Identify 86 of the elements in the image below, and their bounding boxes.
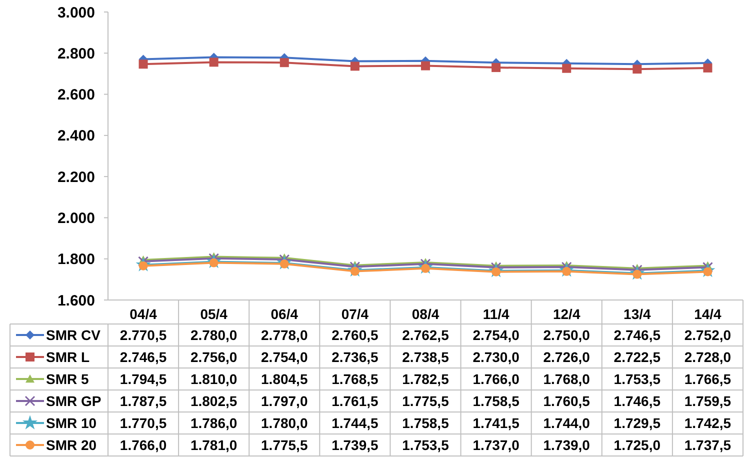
data-label: 1.737,0 [472, 436, 520, 453]
data-label: 1.775,5 [402, 392, 450, 409]
data-label: 1.739,0 [543, 436, 590, 453]
data-label: 1.787,5 [120, 392, 167, 409]
data-label: 1.770,5 [120, 414, 167, 431]
x-tick-label: 04/4 [130, 306, 158, 322]
data-label: 1.782,5 [402, 370, 450, 387]
data-label: 2.754,0 [261, 348, 308, 365]
point [280, 58, 289, 68]
data-label: 1.768,0 [543, 370, 590, 387]
data-label: 1.725,0 [614, 436, 661, 453]
legend-label: SMR GP [46, 392, 102, 409]
data-label: 1.797,0 [261, 392, 308, 409]
point [562, 64, 572, 73]
y-tick-label: 1.600 [57, 292, 95, 310]
data-label: 1.761,5 [332, 392, 379, 409]
data-label: 1.766,5 [684, 370, 732, 387]
data-label: 1.729,5 [614, 414, 661, 431]
data-label: 1.781,0 [190, 436, 238, 453]
data-label: 2.726,0 [543, 348, 590, 365]
x-tick-label: 08/4 [412, 306, 440, 322]
data-label: 1.760,5 [543, 392, 590, 409]
point [492, 63, 501, 72]
data-label: 2.746,5 [120, 348, 167, 365]
data-label: 2.728,0 [684, 348, 732, 365]
data-label: 2.722,5 [614, 348, 661, 365]
y-tick-label: 3.000 [57, 4, 95, 22]
data-label: 1.739,5 [332, 436, 379, 453]
data-label: 1.804,5 [261, 370, 308, 387]
data-label: 2.738,5 [402, 348, 450, 365]
data-label: 2.780,0 [190, 326, 238, 343]
data-label: 2.752,0 [684, 326, 732, 343]
data-label: 2.754,0 [472, 326, 520, 343]
data-label: 2.770,5 [120, 326, 167, 343]
y-tick-label: 2.200 [57, 168, 95, 186]
data-label: 1.737,5 [684, 436, 732, 453]
data-label: 1.759,5 [684, 392, 732, 409]
legend-label: SMR 20 [46, 436, 97, 453]
data-label: 1.753,5 [614, 370, 661, 387]
point [350, 62, 360, 71]
data-label: 2.750,0 [543, 326, 590, 343]
data-label: 1.742,5 [684, 414, 732, 431]
data-label: 1.775,5 [261, 436, 308, 453]
point [703, 63, 712, 72]
data-label: 1.741,5 [472, 414, 520, 431]
x-tick-label: 13/4 [624, 306, 652, 322]
y-tick-label: 2.000 [57, 210, 95, 227]
legend-label: SMR CV [46, 326, 102, 343]
data-label: 1.753,5 [402, 436, 450, 453]
data-label: 1.810,0 [190, 370, 238, 387]
data-label: 1.758,5 [402, 414, 450, 431]
point [209, 58, 218, 67]
x-tick-label: 11/4 [482, 306, 510, 322]
data-label: 1.766,0 [472, 370, 520, 387]
data-label: 1.744,0 [543, 414, 590, 431]
data-label: 2.756,0 [190, 348, 238, 365]
x-tick-label: 06/4 [270, 306, 298, 322]
data-label: 1.744,5 [332, 414, 379, 431]
x-tick-label: 14/4 [694, 306, 722, 322]
y-tick-label: 1.800 [57, 251, 95, 268]
data-label: 1.766,0 [120, 436, 167, 453]
legend-label: SMR 10 [46, 414, 97, 431]
data-label: 1.768,5 [332, 370, 379, 387]
x-tick-label: 05/4 [200, 306, 228, 322]
data-label: 2.778,0 [261, 326, 308, 343]
data-label: 2.762,5 [402, 326, 450, 343]
data-label: 2.760,5 [332, 326, 379, 343]
y-tick-label: 2.600 [57, 86, 95, 104]
data-label: 2.746,5 [614, 326, 661, 343]
data-label: 1.758,5 [472, 392, 520, 409]
legend-label: SMR 5 [46, 370, 89, 387]
x-tick-label: 12/4 [552, 306, 580, 322]
y-tick-label: 2.800 [57, 45, 95, 62]
x-tick-label: 07/4 [341, 306, 369, 322]
data-label: 1.746,5 [614, 392, 661, 409]
data-label: 2.730,0 [472, 348, 520, 365]
data-label: 1.802,5 [190, 392, 238, 409]
data-label: 2.736,5 [332, 348, 379, 365]
data-label: 1.780,0 [261, 414, 308, 431]
data-label: 1.794,5 [120, 370, 167, 387]
point [421, 61, 430, 70]
y-tick-label: 2.400 [57, 128, 95, 145]
legend-label: SMR L [46, 348, 90, 365]
point [632, 64, 642, 74]
point [138, 60, 148, 69]
data-label: 1.786,0 [190, 414, 238, 431]
